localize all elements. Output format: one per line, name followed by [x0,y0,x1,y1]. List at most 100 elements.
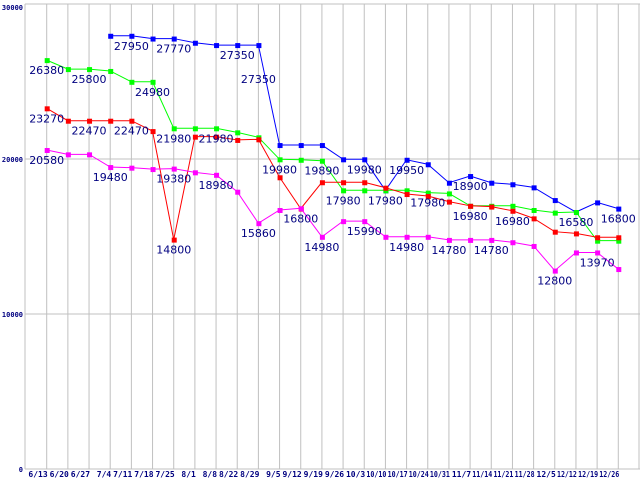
data-point-magenta [192,170,198,176]
data-point-green [192,126,198,132]
data-point-red [129,118,135,124]
data-point-red [277,175,283,181]
data-point-magenta [446,237,452,243]
data-label: 14980 [389,241,424,254]
data-point-red [235,137,241,143]
data-point-red [87,118,93,124]
data-point-blue [446,180,452,186]
x-tick-label: 12/12 [557,470,577,479]
data-point-green [277,157,283,163]
data-point-magenta [214,172,220,178]
data-point-blue [489,180,495,186]
data-label: 16800 [601,213,636,226]
data-point-red [256,137,262,143]
x-tick-label: 9/19 [304,470,323,479]
x-tick-label: 10/17 [388,470,408,479]
x-tick-label: 8/1 [181,470,196,479]
data-point-magenta [595,250,601,256]
x-tick-label: 7/18 [134,470,153,479]
data-point-green [214,126,220,132]
data-point-magenta [129,165,135,171]
data-point-magenta [362,219,368,225]
x-tick-label: 12/19 [578,470,598,479]
data-point-green [573,210,579,216]
data-label: 14780 [431,244,466,257]
data-label: 14980 [304,241,339,254]
data-label: 26380 [29,64,64,77]
data-point-magenta [150,167,156,173]
data-label: 27350 [220,49,255,62]
x-tick-label: 9/26 [325,470,344,479]
data-point-magenta [531,243,537,249]
data-label: 16800 [283,213,318,226]
x-tick-label: 11/21 [493,470,513,479]
y-tick-label: 0 [19,466,23,474]
data-label: 15860 [241,227,276,240]
data-point-magenta [277,207,283,213]
data-point-green [298,157,304,163]
data-point-magenta [44,148,50,154]
data-point-green [171,126,177,132]
data-point-red [446,199,452,205]
x-tick-label: 9/5 [266,470,281,479]
data-point-green [510,203,516,209]
data-point-red [489,204,495,210]
data-label: 17980 [410,197,445,210]
data-point-red [65,118,71,124]
y-tick-label: 30000 [2,4,23,12]
data-label: 19980 [347,163,382,176]
data-label: 27770 [156,43,191,56]
data-label: 17980 [368,194,403,207]
data-point-magenta [404,234,410,240]
data-point-red [573,231,579,237]
data-point-magenta [235,189,241,195]
data-point-green [362,188,368,194]
x-tick-label: 6/20 [50,470,69,479]
data-label: 18900 [453,180,488,193]
data-point-blue [235,43,241,49]
data-point-blue [404,157,410,163]
data-label: 15990 [347,225,382,238]
data-point-magenta [489,237,495,243]
x-tick-label: 10/3 [346,470,365,479]
data-label: 18980 [199,179,234,192]
data-label: 22470 [72,125,107,138]
series-line-red [46,107,619,240]
x-tick-label: 8/29 [240,470,259,479]
data-label: 21980 [199,132,234,145]
data-point-green [65,67,71,73]
x-tick-label: 11/28 [515,470,535,479]
data-label: 27950 [114,40,149,53]
x-tick-label: 11/7 [452,470,471,479]
data-point-magenta [108,165,114,171]
data-point-blue [425,162,431,168]
data-point-red [192,134,198,140]
series-line-green [46,59,619,242]
data-point-magenta [616,267,622,273]
data-point-blue [510,182,516,188]
data-point-blue [341,157,347,163]
data-point-green [108,68,114,74]
data-label: 19980 [262,163,297,176]
data-point-blue [192,40,198,46]
data-point-blue [171,36,177,42]
data-point-green [595,238,601,244]
data-point-green [552,210,558,216]
x-tick-label: 7/11 [113,470,132,479]
data-point-blue [616,206,622,212]
data-point-red [214,134,220,140]
data-label: 19950 [389,164,424,177]
data-point-red [383,185,389,191]
data-point-blue [108,33,114,39]
data-label: 25800 [72,73,107,86]
data-point-green [341,188,347,194]
data-point-red [108,118,114,124]
data-point-magenta [383,234,389,240]
data-point-green [150,79,156,85]
data-point-green [531,207,537,213]
data-label: 19480 [93,171,128,184]
data-label: 22470 [114,125,149,138]
data-point-green [44,58,50,64]
x-tick-label: 7/25 [155,470,174,479]
